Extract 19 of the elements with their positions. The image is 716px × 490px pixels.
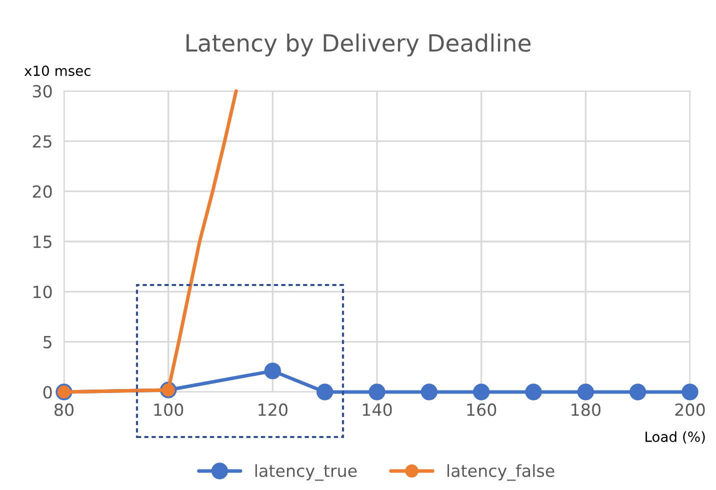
legend-label: latency_true bbox=[255, 464, 357, 481]
y-tick-label: 10 bbox=[34, 286, 52, 298]
x-tick-label: 140 bbox=[362, 403, 392, 416]
y-axis-title: x10 msec bbox=[24, 66, 90, 76]
x-axis-title: Load (%) bbox=[646, 431, 705, 444]
y-tick-label: 0 bbox=[43, 386, 52, 399]
y-tick-label: 30 bbox=[32, 84, 52, 98]
x-tick-label: 80 bbox=[54, 403, 74, 416]
y-tick-label: 25 bbox=[32, 135, 52, 148]
y-tick-label: 15 bbox=[34, 236, 52, 248]
x-tick-label: 200 bbox=[675, 403, 705, 416]
chart-title: Latency by Delivery Deadline bbox=[186, 34, 531, 56]
legend-label: latency_false bbox=[448, 464, 554, 481]
x-tick-label: 160 bbox=[467, 403, 496, 416]
y-tick-label: 5 bbox=[44, 336, 52, 348]
x-tick-label: 100 bbox=[154, 403, 184, 416]
y-tick-label: 20 bbox=[32, 185, 52, 198]
x-tick-label: 180 bbox=[572, 403, 600, 416]
x-tick-label: 120 bbox=[258, 403, 288, 416]
